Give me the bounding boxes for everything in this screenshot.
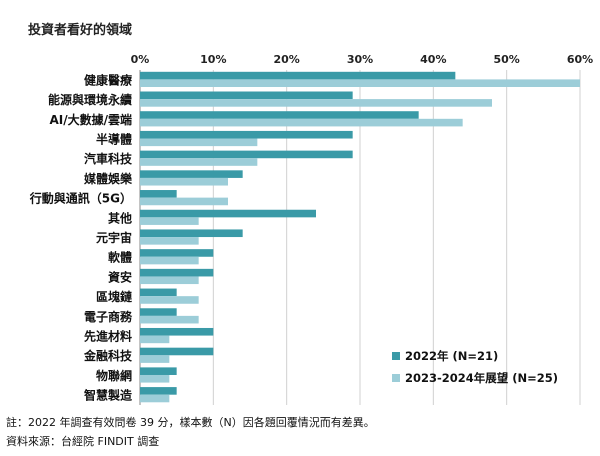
bar-2023-2024 — [140, 138, 258, 147]
category-label: 能源與環境永續 — [48, 92, 132, 107]
x-tick-label: 10% — [200, 53, 226, 66]
bar-2022 — [140, 91, 353, 100]
bar-2023-2024 — [140, 276, 199, 285]
bar-2022 — [140, 288, 177, 297]
bar-2023-2024 — [140, 315, 199, 324]
x-tick-label: 20% — [273, 53, 299, 66]
bar-2023-2024 — [140, 237, 199, 245]
bar-2022 — [140, 268, 214, 277]
source-note: 資料來源：台經院 FINDIT 調查 — [6, 435, 160, 448]
footnote: 註：2022 年調查有效問卷 39 分，樣本數（N）因各題回覆情況而有差異。 — [6, 416, 375, 429]
bar-2022 — [140, 71, 456, 80]
bar-2023-2024 — [140, 99, 492, 107]
bar-2022 — [140, 209, 316, 218]
category-label: 智慧製造 — [83, 388, 133, 403]
bar-2022 — [140, 327, 214, 336]
category-label: 半導體 — [96, 131, 132, 146]
bar-2023-2024 — [140, 355, 170, 363]
bar-2023-2024 — [140, 217, 199, 225]
bar-2022 — [140, 347, 214, 356]
legend-swatch — [392, 374, 400, 382]
category-label: 元宇宙 — [96, 230, 132, 245]
category-label: 金融科技 — [83, 348, 133, 363]
bar-2022 — [140, 249, 214, 257]
category-label: 資安 — [108, 269, 132, 284]
category-label: 行動與通訊（5G） — [29, 191, 132, 206]
category-label: AI/大數據/雲端 — [49, 112, 132, 127]
category-label: 汽車科技 — [84, 151, 133, 166]
category-label: 電子商務 — [84, 309, 133, 324]
bar-2022 — [140, 229, 243, 238]
legend: 2022年 (N=21) 2023-2024年展望 (N=25) — [392, 349, 558, 385]
bar-2023-2024 — [140, 197, 228, 206]
legend-label: 2022年 (N=21) — [405, 349, 498, 363]
bar-2022 — [140, 130, 353, 139]
category-label: 物聯網 — [96, 368, 132, 383]
bars — [140, 71, 580, 403]
bar-2022 — [140, 387, 177, 395]
bar-2023-2024 — [140, 79, 580, 87]
x-tick-label: 30% — [347, 53, 373, 66]
bar-2023-2024 — [140, 118, 463, 127]
bar-2023-2024 — [140, 158, 258, 166]
bar-2022 — [140, 308, 177, 316]
category-label: 先進材料 — [84, 329, 132, 344]
x-tick-label: 60% — [567, 53, 593, 66]
bar-2022 — [140, 190, 177, 198]
category-label: 軟體 — [108, 250, 132, 265]
bar-2022 — [140, 111, 419, 119]
x-tick-label: 0% — [131, 53, 150, 66]
category-label: 健康醫療 — [84, 72, 132, 87]
legend-label: 2023-2024年展望 (N=25) — [405, 371, 558, 385]
category-label: 區塊鏈 — [96, 289, 132, 304]
bar-2022 — [140, 170, 243, 178]
x-axis-ticks: 0% 10% 20% 30% 40% 50% 60% — [131, 53, 594, 66]
bar-2023-2024 — [140, 177, 228, 186]
legend-swatch — [392, 352, 400, 360]
bar-2023-2024 — [140, 374, 170, 383]
bar-2023-2024 — [140, 394, 170, 403]
x-tick-label: 50% — [493, 53, 519, 66]
bar-2023-2024 — [140, 296, 199, 304]
chart-title: 投資者看好的領域 — [28, 23, 133, 38]
x-tick-label: 40% — [420, 53, 446, 66]
category-label: 其他 — [108, 210, 132, 225]
category-label: 媒體娛樂 — [84, 171, 133, 186]
bar-2023-2024 — [140, 335, 170, 344]
bar-2022 — [140, 367, 177, 375]
bar-2023-2024 — [140, 256, 199, 265]
bar-2022 — [140, 150, 353, 159]
